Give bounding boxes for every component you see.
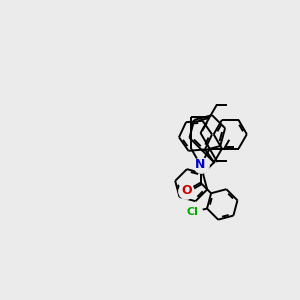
Text: Cl: Cl	[187, 207, 199, 217]
Text: O: O	[181, 184, 192, 197]
Text: N: N	[195, 158, 206, 171]
